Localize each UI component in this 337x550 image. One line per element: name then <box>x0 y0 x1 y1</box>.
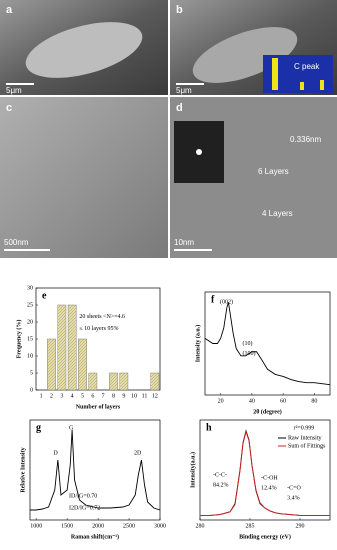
y-tick-label: 30 <box>27 285 33 291</box>
eds-peak <box>300 82 304 90</box>
x-tick-label: 12 <box>152 393 158 399</box>
annotation: I2D/IG=0.72 <box>69 505 100 511</box>
plot-frame <box>204 291 331 396</box>
x-tick-label: 280 <box>196 523 205 529</box>
panel-label: b <box>176 4 183 16</box>
x-tick-label: 3 <box>60 393 63 399</box>
x-tick-label: 8 <box>112 393 115 399</box>
bar-hatch <box>150 373 159 390</box>
annotation: ≤ 10 layers 95% <box>79 326 118 332</box>
scale-label: 10nm <box>174 238 194 247</box>
bar-hatch <box>47 339 56 390</box>
x-tick-label: 2500 <box>123 523 135 529</box>
lattice-label: 0.336nm <box>290 135 321 144</box>
plot-frame <box>199 419 331 521</box>
diatom <box>192 27 298 83</box>
y-axis-label: Relative Intensity <box>20 447 26 492</box>
x-tick-label: 3000 <box>154 523 166 529</box>
scale-label: 5μm <box>6 86 22 95</box>
panel-label: f <box>211 294 215 305</box>
annotation: (100) <box>243 350 256 357</box>
x-tick-label: 1000 <box>30 523 42 529</box>
y-tick-label: 5 <box>30 370 33 376</box>
eds-peak <box>320 80 324 90</box>
x-axis-label: Binding energy (eV) <box>239 533 291 540</box>
x-tick-label: 2000 <box>92 523 104 529</box>
panel-label: d <box>176 102 183 114</box>
bar-hatch <box>78 339 87 390</box>
y-tick-label: 25 <box>27 302 33 308</box>
data-line <box>200 430 330 516</box>
x-tick-label: 9 <box>122 393 125 399</box>
annotation: (002) <box>220 299 233 306</box>
x-tick-label: 11 <box>142 393 148 399</box>
bar-hatch <box>119 373 128 390</box>
micrograph-c <box>0 97 168 258</box>
panel-label: e <box>42 290 47 301</box>
panel-label: a <box>6 4 13 16</box>
annotation: -C-C- <box>213 472 227 478</box>
legend-label: Raw Intensity <box>288 435 322 441</box>
eds-peak <box>272 58 278 90</box>
annotation: -C=O <box>287 485 301 491</box>
x-tick-label: 285 <box>246 523 255 529</box>
x-tick-label: 40 <box>249 398 255 404</box>
annotation: D <box>53 450 58 456</box>
bar-hatch <box>68 305 77 390</box>
y-tick-label: 10 <box>27 353 33 359</box>
annotation: ID/IG=0.70 <box>69 493 97 499</box>
x-axis-label: Number of layers <box>76 404 121 410</box>
annotation: 3.4% <box>287 495 300 501</box>
x-tick-label: 60 <box>280 398 286 404</box>
panel-label: g <box>36 422 41 433</box>
bar-hatch <box>88 373 97 390</box>
y-axis-label: Frequency (%) <box>15 320 22 359</box>
layer-label: 6 Layers <box>258 167 289 176</box>
y-tick-label: 0 <box>30 387 33 393</box>
fft-center <box>196 149 202 155</box>
y-tick-label: 15 <box>27 336 33 342</box>
annotation: 12.4% <box>261 485 277 491</box>
annotation: 84.2% <box>213 482 229 488</box>
layer-label: 4 Layers <box>262 209 293 218</box>
data-line <box>204 302 331 386</box>
x-tick-label: 4 <box>71 393 74 399</box>
annotation: 20 sheets <N>=4.6 <box>79 314 125 320</box>
x-axis-label: 2θ (degree) <box>253 408 282 415</box>
legend-label: Sum of Fittings <box>288 442 326 449</box>
y-axis-label: Intensity(a.u.) <box>189 452 196 488</box>
annotation: 2D <box>134 450 142 456</box>
y-axis-label: Intensity (a.u.) <box>194 325 201 363</box>
data-line <box>30 429 161 511</box>
x-tick-label: 10 <box>131 393 137 399</box>
annotation: G <box>69 425 74 431</box>
x-tick-label: 20 <box>218 398 224 404</box>
bar-hatch <box>109 373 118 390</box>
panel-label: h <box>206 422 212 433</box>
x-tick-label: 1500 <box>61 523 73 529</box>
diatom <box>25 22 143 78</box>
x-tick-label: 2 <box>50 393 53 399</box>
y-tick-label: 20 <box>27 319 33 325</box>
micrographs: a b c d 5μm 5μm C peak 500nm 10nm 0.336n… <box>0 0 337 258</box>
x-axis-label: Raman shift(cm⁻¹) <box>71 533 119 540</box>
panel-label: c <box>6 102 12 114</box>
inset-label: C peak <box>294 62 320 71</box>
x-tick-label: 7 <box>102 393 105 399</box>
x-tick-label: 80 <box>311 398 317 404</box>
plot-frame <box>29 419 161 521</box>
scale-label: 5μm <box>176 86 192 95</box>
annotation: (10) <box>243 340 253 347</box>
bar-hatch <box>57 305 66 390</box>
x-tick-label: 5 <box>81 393 84 399</box>
x-tick-label: 6 <box>91 393 94 399</box>
x-tick-label: 1 <box>40 393 43 399</box>
x-tick-label: 290 <box>296 523 305 529</box>
annotation: r²=0.999 <box>294 425 315 431</box>
annotation: -C-OH <box>261 475 278 481</box>
scale-label: 500nm <box>4 238 29 247</box>
